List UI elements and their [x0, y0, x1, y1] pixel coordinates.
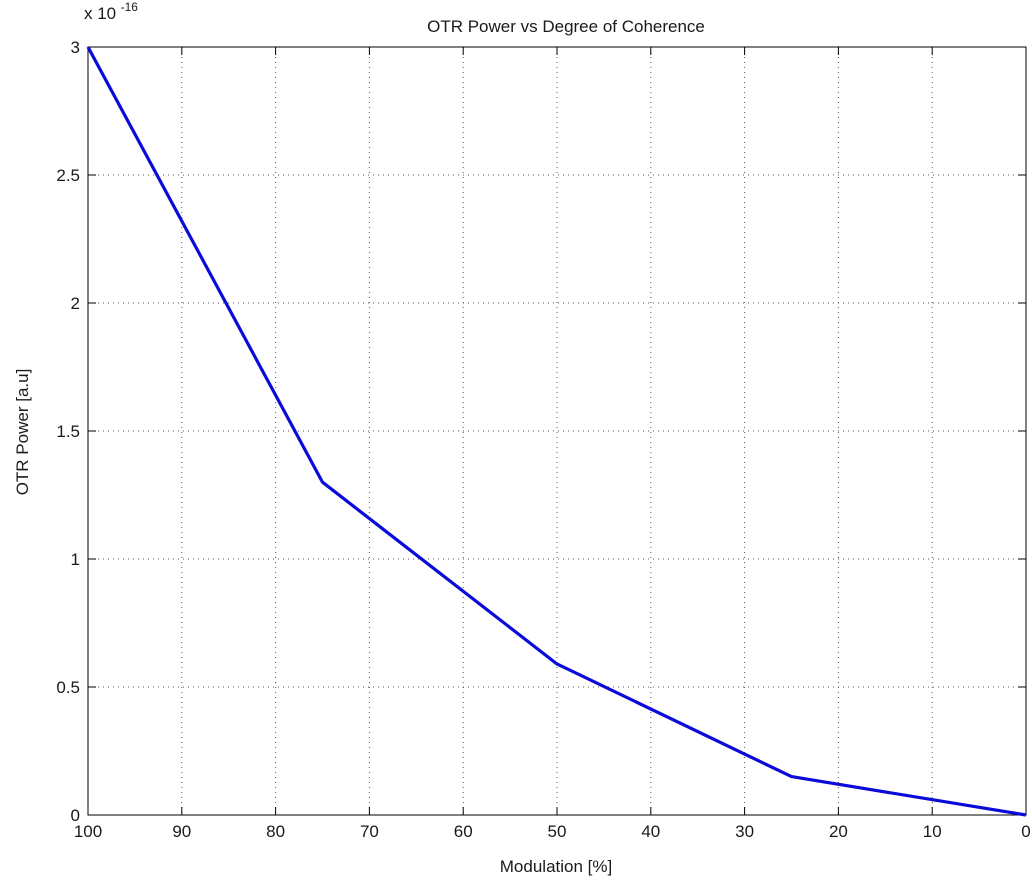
x-tick-label: 100 [74, 822, 102, 841]
y-tick-label: 1.5 [56, 422, 80, 441]
x-tick-label: 80 [266, 822, 285, 841]
y-multiplier: x 10 -16 [84, 0, 138, 23]
y-axis-label: OTR Power [a.u] [13, 369, 32, 496]
x-tick-label: 40 [641, 822, 660, 841]
x-tick-label: 10 [923, 822, 942, 841]
y-tick-label: 2 [71, 294, 80, 313]
x-tick-label: 90 [172, 822, 191, 841]
y-tick-label: 3 [71, 38, 80, 57]
x-tick-label: 20 [829, 822, 848, 841]
x-tick-label: 30 [735, 822, 754, 841]
series-line [86, 46, 1027, 817]
y-tick-label: 0.5 [56, 678, 80, 697]
series [86, 46, 1027, 817]
y-tick-label: 0 [71, 806, 80, 825]
ticks: 100 90 80 70 60 50 40 30 20 10 000.511.522.53 [56, 38, 1030, 841]
y-tick-label: 2.5 [56, 166, 80, 185]
x-tick-label: 70 [360, 822, 379, 841]
x-axis-label: Modulation [%] [500, 857, 612, 876]
x-tick-label: 60 [454, 822, 473, 841]
y-multiplier-exponent: -16 [121, 0, 139, 14]
y-tick-label: 1 [71, 550, 80, 569]
x-tick-label: 50 [548, 822, 567, 841]
x-tick-label: 0 [1021, 822, 1030, 841]
grid [87, 46, 1027, 816]
chart-title: OTR Power vs Degree of Coherence [427, 17, 705, 36]
y-multiplier-base: x 10 [84, 4, 116, 23]
